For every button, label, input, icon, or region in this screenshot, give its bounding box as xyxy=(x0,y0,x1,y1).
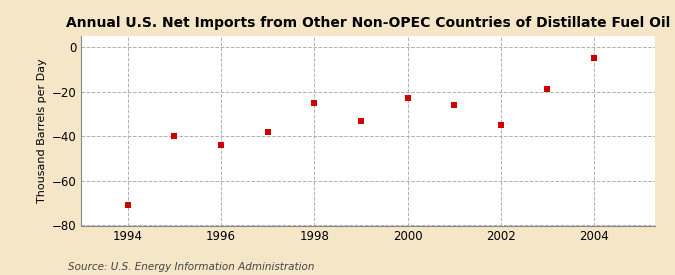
Point xyxy=(215,143,226,147)
Point xyxy=(309,101,320,105)
Point xyxy=(356,118,367,123)
Point xyxy=(542,87,553,92)
Point xyxy=(402,96,413,100)
Title: Annual U.S. Net Imports from Other Non-OPEC Countries of Distillate Fuel Oil: Annual U.S. Net Imports from Other Non-O… xyxy=(65,16,670,31)
Point xyxy=(495,123,506,127)
Point xyxy=(449,103,460,107)
Y-axis label: Thousand Barrels per Day: Thousand Barrels per Day xyxy=(37,58,47,203)
Point xyxy=(122,203,133,208)
Point xyxy=(169,134,180,138)
Point xyxy=(589,56,599,60)
Text: Source: U.S. Energy Information Administration: Source: U.S. Energy Information Administ… xyxy=(68,262,314,272)
Point xyxy=(262,130,273,134)
